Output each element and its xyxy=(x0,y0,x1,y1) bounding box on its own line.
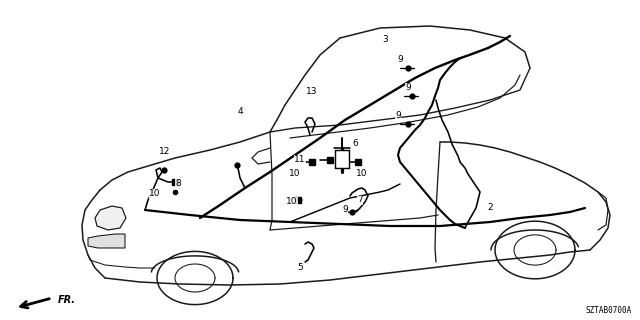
Bar xyxy=(335,150,349,168)
Polygon shape xyxy=(88,234,125,248)
Text: 9: 9 xyxy=(397,55,403,65)
Polygon shape xyxy=(95,206,126,230)
Text: 10: 10 xyxy=(289,169,301,178)
Text: 10: 10 xyxy=(286,197,298,206)
Text: 8: 8 xyxy=(175,179,181,188)
Text: 5: 5 xyxy=(297,263,303,273)
Text: 9: 9 xyxy=(395,111,401,121)
Text: 11: 11 xyxy=(294,156,306,164)
Text: 10: 10 xyxy=(149,189,161,198)
Text: 2: 2 xyxy=(487,204,493,212)
Text: 9: 9 xyxy=(405,84,411,92)
Text: 10: 10 xyxy=(356,169,368,178)
Text: FR.: FR. xyxy=(58,295,76,305)
Text: 6: 6 xyxy=(352,140,358,148)
Text: 13: 13 xyxy=(307,87,317,97)
Text: 9: 9 xyxy=(342,205,348,214)
Text: 4: 4 xyxy=(237,108,243,116)
Text: 12: 12 xyxy=(159,148,171,156)
Text: 7: 7 xyxy=(357,196,363,204)
Text: 3: 3 xyxy=(382,36,388,44)
Text: SZTAB0700A: SZTAB0700A xyxy=(586,306,632,315)
